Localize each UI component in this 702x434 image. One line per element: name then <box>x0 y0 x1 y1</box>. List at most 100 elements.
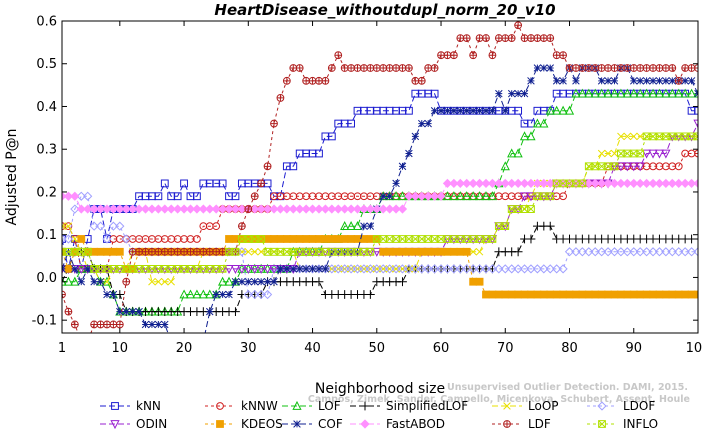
data-point-fastabod-47 <box>352 204 363 214</box>
data-point-ldf-11 <box>122 277 131 286</box>
data-point-kdeos-8 <box>103 247 111 256</box>
data-point-fastabod-93 <box>648 178 658 189</box>
data-point-inflo-73 <box>520 205 529 213</box>
data-point-fastabod-6 <box>89 204 99 214</box>
data-point-ldf-89 <box>623 64 632 72</box>
data-point-ldof-53 <box>391 264 401 274</box>
data-point-kdeos-59 <box>430 247 439 256</box>
data-point-lof-66 <box>474 191 485 201</box>
data-point-fastabod-56 <box>410 191 420 201</box>
data-point-cof-10 <box>116 307 124 316</box>
data-point-ldf-13 <box>135 247 143 256</box>
data-point-cof-91 <box>636 77 644 85</box>
data-point-ldof-73 <box>519 264 530 274</box>
legend-swatch-marker <box>503 402 511 410</box>
data-point-cof-40 <box>308 265 317 273</box>
data-point-kdeos-79 <box>559 290 567 299</box>
data-point-cof-23 <box>200 338 207 345</box>
data-point-fastabod-38 <box>295 204 305 214</box>
data-point-kdeos-53 <box>392 247 400 256</box>
data-point-ldf-79 <box>559 51 567 60</box>
data-point-loop-65 <box>469 248 477 256</box>
data-point-fastabod-7 <box>95 204 106 214</box>
data-point-fastabod-9 <box>108 204 119 214</box>
data-point-loop-15 <box>148 277 156 286</box>
data-point-lof-73 <box>519 131 530 141</box>
data-point-lof-79 <box>558 105 568 115</box>
data-point-cof-99 <box>687 77 696 85</box>
data-point-ldf-57 <box>417 77 426 85</box>
data-point-odin-28 <box>230 264 241 274</box>
data-point-lof-46 <box>346 221 356 231</box>
data-point-ldf-77 <box>546 34 555 42</box>
data-point-kdeos-71 <box>507 290 516 299</box>
legend-item-ldf: LDF <box>492 417 551 431</box>
legend-item-loop: LoOP <box>492 399 559 413</box>
data-point-kdeos-58 <box>424 247 433 256</box>
data-point-cof-85 <box>597 77 606 85</box>
data-point-kdeos-83 <box>584 290 593 299</box>
legend-item-cof: COF <box>282 417 343 431</box>
legend-swatch-marker <box>597 401 607 411</box>
data-point-kdeos-49 <box>366 235 375 243</box>
data-point-cof-57 <box>418 119 426 128</box>
data-point-cof-39 <box>302 265 310 273</box>
data-point-lof-71 <box>507 148 517 158</box>
data-point-kdeos-99 <box>687 290 696 299</box>
data-point-inflo-74 <box>527 205 535 213</box>
data-point-ldf-97 <box>674 77 683 85</box>
data-point-ldf-10 <box>115 320 124 329</box>
data-point-lof-53 <box>391 191 401 201</box>
y-tick-label: 0.6 <box>36 15 57 30</box>
data-point-kdeos-85 <box>597 290 606 299</box>
data-point-loop-30 <box>244 248 253 256</box>
data-point-fastabod-14 <box>140 204 151 214</box>
x-axis-label: Neighborhood size <box>315 381 445 397</box>
data-point-ldf-25 <box>212 247 221 256</box>
data-point-fastabod-20 <box>179 204 189 214</box>
x-tick-label: 20 <box>176 341 193 356</box>
data-point-ldf-15 <box>148 247 156 256</box>
data-point-cof-38 <box>295 265 304 273</box>
data-point-fastabod-28 <box>230 204 241 214</box>
data-point-simplifiedlof-74 <box>526 234 536 244</box>
data-point-ldof-93 <box>648 247 658 257</box>
data-point-cof-60 <box>437 106 445 115</box>
x-tick-label: 1 <box>58 341 66 356</box>
data-point-knn-37 <box>289 162 298 171</box>
data-point-inflo-82 <box>578 179 587 188</box>
data-point-cof-62 <box>450 106 458 115</box>
data-point-ldf-2 <box>64 307 73 316</box>
data-point-ldf-12 <box>128 247 137 256</box>
data-point-knnw-22 <box>193 235 201 243</box>
data-point-kdeos-88 <box>617 290 625 299</box>
data-point-loop-89 <box>623 132 632 141</box>
data-point-ldof-59 <box>429 264 440 274</box>
data-point-ldf-40 <box>308 77 317 85</box>
data-point-fastabod-33 <box>262 204 273 214</box>
data-point-ldf-65 <box>469 51 478 60</box>
legend-item-kdeos: KDEOS <box>205 417 283 431</box>
data-point-lof-84 <box>590 88 600 98</box>
data-point-kdeos-10 <box>115 247 124 256</box>
data-point-ldof-87 <box>609 247 620 257</box>
data-point-kdeos-57 <box>417 247 426 256</box>
data-point-ldof-90 <box>629 247 639 257</box>
data-point-cof-42 <box>321 265 330 273</box>
legend-item-odin: ODIN <box>100 417 167 431</box>
data-point-ldof-82 <box>577 247 587 257</box>
x-tick-label: 50 <box>369 341 386 356</box>
data-point-cof-53 <box>392 179 400 188</box>
data-point-lof-64 <box>462 191 472 201</box>
data-point-knn-20 <box>180 179 188 188</box>
data-point-ldf-51 <box>379 64 388 72</box>
data-point-ldof-52 <box>385 264 395 274</box>
data-point-inflo-89 <box>623 149 632 158</box>
data-point-cof-78 <box>552 77 561 85</box>
data-point-ldf-9 <box>109 320 118 329</box>
data-point-simplifiedlof-54 <box>398 277 407 287</box>
plot-frame <box>61 20 699 334</box>
data-point-loop-16 <box>154 277 163 286</box>
data-point-ldf-94 <box>655 64 664 72</box>
data-point-kdeos-84 <box>591 290 600 299</box>
